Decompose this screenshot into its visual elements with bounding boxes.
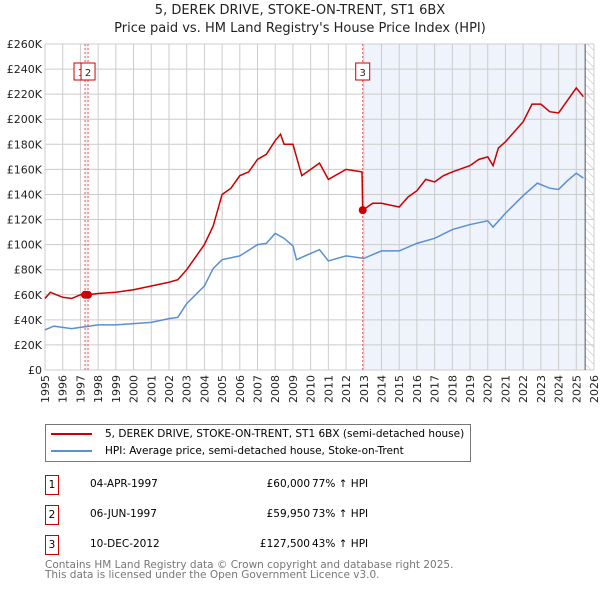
y-tick-label: £140K [7, 188, 43, 201]
x-tick-label: 2022 [517, 375, 530, 403]
legend-label: 5, DEREK DRIVE, STOKE-ON-TRENT, ST1 6BX … [105, 428, 465, 440]
transaction-row: 1 04-APR-1997 £60,000 77% ↑ HPI [45, 475, 465, 495]
y-tick-label: £80K [14, 264, 43, 277]
y-tick-label: £200K [7, 113, 43, 126]
y-tick-label: £260K [7, 38, 43, 51]
x-tick-label: 2023 [535, 375, 548, 403]
x-tick-label: 1997 [74, 375, 87, 403]
x-tick-label: 2001 [145, 375, 158, 403]
y-tick-label: £120K [7, 214, 43, 227]
x-tick-label: 2015 [393, 375, 406, 403]
red-line-swatch [51, 433, 92, 435]
sale-date: 04-APR-1997 [90, 478, 158, 490]
property-price-line [44, 86, 584, 300]
x-tick-label: 1996 [57, 375, 70, 403]
x-tick-label: 1999 [110, 375, 123, 403]
legend: 5, DEREK DRIVE, STOKE-ON-TRENT, ST1 6BX … [45, 424, 471, 462]
legend-label: HPI: Average price, semi-detached house,… [105, 445, 404, 457]
sale-marker-label: 2 [85, 68, 91, 79]
y-tick-label: £40K [14, 314, 43, 327]
y-tick-label: £20K [14, 339, 43, 352]
x-tick-label: 2020 [482, 375, 495, 403]
x-tick-label: 2008 [269, 375, 282, 403]
legend-item-property: 5, DEREK DRIVE, STOKE-ON-TRENT, ST1 6BX … [51, 428, 464, 440]
sale-date: 06-JUN-1997 [90, 508, 157, 520]
sale-marker-box [355, 62, 371, 81]
x-tick-label: 2019 [464, 375, 477, 403]
forecast-hatch [585, 44, 594, 370]
y-tick-label: £0 [28, 364, 42, 377]
hpi-line [44, 172, 584, 331]
y-tick-label: £240K [7, 63, 43, 76]
x-tick-label: 1998 [92, 375, 105, 403]
x-tick-label: 2026 [588, 375, 600, 403]
x-tick-label: 2011 [322, 375, 335, 403]
hpi-comparison: 73% ↑ HPI [312, 508, 369, 520]
x-tick-label: 2002 [163, 375, 176, 403]
hpi-comparison: 43% ↑ HPI [312, 538, 369, 550]
x-tick-label: 1995 [39, 375, 52, 403]
x-tick-label: 2007 [252, 375, 265, 403]
x-tick-label: 2012 [340, 375, 353, 403]
x-tick-label: 2018 [446, 375, 459, 403]
transaction-row: 3 10-DEC-2012 £127,500 43% ↑ HPI [45, 535, 465, 555]
sale-marker-badge: 3 [45, 535, 59, 555]
x-tick-label: 2016 [411, 375, 424, 403]
sale-date: 10-DEC-2012 [90, 538, 160, 550]
y-tick-label: £160K [7, 163, 43, 176]
x-tick-label: 2017 [429, 375, 442, 403]
x-tick-label: 2014 [375, 375, 388, 403]
sale-period-shade [85, 44, 89, 370]
legend-item-hpi: HPI: Average price, semi-detached house,… [51, 445, 404, 457]
footer: Contains HM Land Registry data © Crown c… [45, 559, 454, 581]
hpi-comparison: 77% ↑ HPI [312, 478, 369, 490]
sale-marker-box [80, 62, 96, 81]
x-tick-label: 2009 [287, 375, 300, 403]
footer-line: Contains HM Land Registry data © Crown c… [45, 559, 454, 571]
x-tick-label: 2005 [216, 375, 229, 403]
y-tick-label: £220K [7, 88, 43, 101]
transaction-row: 2 06-JUN-1997 £59,950 73% ↑ HPI [45, 505, 465, 525]
x-tick-label: 2010 [305, 375, 318, 403]
chart-subtitle: Price paid vs. HM Land Registry's House … [114, 21, 486, 36]
sale-price: £127,500 [259, 538, 310, 550]
x-tick-label: 2025 [570, 375, 583, 403]
sale-point [358, 206, 367, 215]
sale-price: £59,950 [266, 508, 310, 520]
y-tick-label: £60K [14, 289, 43, 302]
sale-point [84, 290, 93, 299]
x-tick-label: 2003 [181, 375, 194, 403]
y-tick-label: £100K [7, 239, 43, 252]
chart-title: 5, DEREK DRIVE, STOKE-ON-TRENT, ST1 6BX [154, 3, 446, 18]
blue-line-swatch [51, 450, 92, 452]
x-tick-label: 2004 [198, 375, 211, 403]
sale-marker-badge: 2 [45, 505, 59, 525]
price-chart: 1995 1996 1997 1998 1999 2000 2001 2002 2003 2004… [7, 38, 600, 403]
y-tick-label: £180K [7, 138, 43, 151]
x-tick-label: 2000 [128, 375, 141, 403]
x-tick-label: 2024 [553, 375, 566, 403]
x-tick-label: 2006 [234, 375, 247, 403]
sale-marker-label: 3 [360, 68, 366, 79]
sale-marker-badge: 1 [45, 475, 59, 495]
x-tick-label: 2013 [358, 375, 371, 403]
footer-line: This data is licensed under the Open Gov… [45, 569, 380, 581]
sale-price: £60,000 [266, 478, 310, 490]
x-tick-label: 2021 [499, 375, 512, 403]
